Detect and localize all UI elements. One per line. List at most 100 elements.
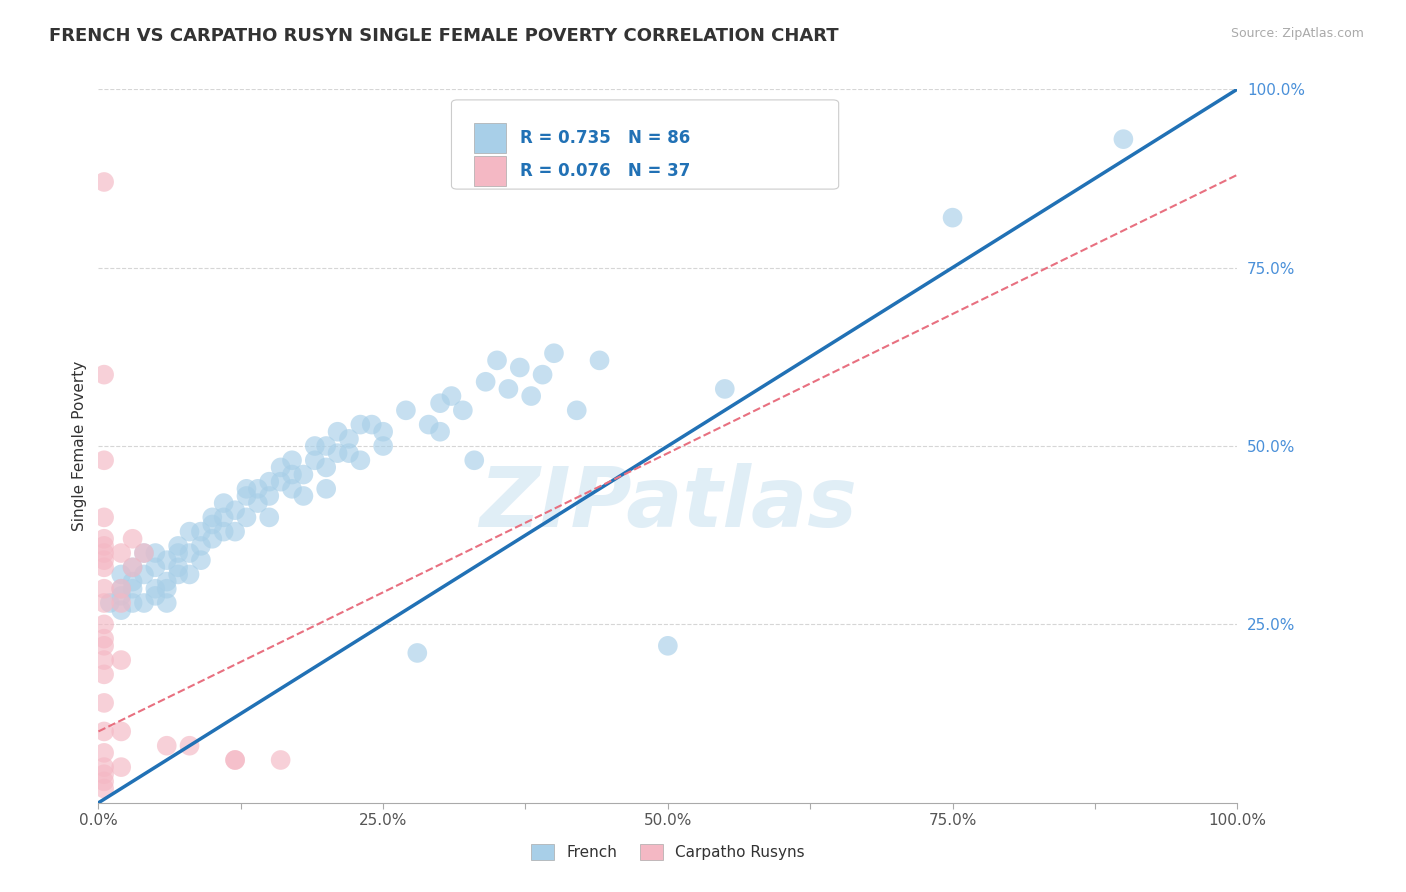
Point	[110, 603, 132, 617]
Point	[93, 175, 115, 189]
Point	[93, 760, 115, 774]
Point	[315, 482, 337, 496]
Y-axis label: Single Female Poverty: Single Female Poverty	[72, 361, 87, 531]
Point	[93, 617, 115, 632]
Point	[121, 582, 143, 596]
Point	[337, 446, 360, 460]
Point	[371, 439, 394, 453]
Point	[121, 560, 143, 574]
Point	[93, 560, 115, 574]
Point	[201, 532, 224, 546]
Point	[93, 632, 115, 646]
Point	[132, 546, 155, 560]
Point	[93, 546, 115, 560]
Point	[93, 532, 115, 546]
Point	[156, 553, 179, 567]
Point	[281, 482, 304, 496]
Point	[93, 539, 115, 553]
Point	[93, 767, 115, 781]
Bar	[474, 156, 506, 186]
Point	[292, 467, 315, 482]
Point	[110, 589, 132, 603]
Point	[93, 453, 115, 467]
Point	[304, 453, 326, 467]
Point	[110, 724, 132, 739]
Point	[212, 524, 235, 539]
Point	[93, 667, 115, 681]
Point	[259, 475, 281, 489]
Point	[474, 375, 496, 389]
Point	[145, 589, 167, 603]
Point	[179, 524, 201, 539]
Legend: French, Carpatho Rusyns: French, Carpatho Rusyns	[524, 838, 811, 866]
Point	[486, 353, 509, 368]
Point	[1112, 132, 1135, 146]
Point	[98, 596, 121, 610]
Point	[93, 639, 115, 653]
FancyBboxPatch shape	[451, 100, 839, 189]
Point	[145, 560, 167, 574]
Point	[121, 532, 143, 546]
Point	[121, 596, 143, 610]
Point	[110, 582, 132, 596]
Point	[156, 574, 179, 589]
Text: FRENCH VS CARPATHO RUSYN SINGLE FEMALE POVERTY CORRELATION CHART: FRENCH VS CARPATHO RUSYN SINGLE FEMALE P…	[49, 27, 839, 45]
Point	[349, 453, 371, 467]
Point	[93, 582, 115, 596]
Point	[167, 560, 190, 574]
Text: R = 0.735   N = 86: R = 0.735 N = 86	[520, 128, 690, 146]
Point	[235, 482, 257, 496]
Point	[179, 567, 201, 582]
Point	[224, 753, 246, 767]
Point	[440, 389, 463, 403]
Point	[132, 546, 155, 560]
Point	[93, 781, 115, 796]
Point	[156, 739, 179, 753]
Point	[498, 382, 520, 396]
Point	[179, 546, 201, 560]
Point	[190, 524, 212, 539]
Point	[93, 724, 115, 739]
Point	[281, 467, 304, 482]
Point	[463, 453, 485, 467]
Point	[326, 425, 349, 439]
Text: Source: ZipAtlas.com: Source: ZipAtlas.com	[1230, 27, 1364, 40]
Point	[93, 368, 115, 382]
Point	[110, 596, 132, 610]
Point	[315, 460, 337, 475]
Text: ZIPatlas: ZIPatlas	[479, 463, 856, 543]
Point	[235, 489, 257, 503]
Point	[349, 417, 371, 432]
Point	[270, 460, 292, 475]
Point	[657, 639, 679, 653]
Point	[224, 524, 246, 539]
Point	[110, 653, 132, 667]
Point	[418, 417, 440, 432]
Point	[304, 439, 326, 453]
Point	[565, 403, 588, 417]
Point	[520, 389, 543, 403]
Point	[326, 446, 349, 460]
Point	[93, 774, 115, 789]
Point	[371, 425, 394, 439]
Point	[246, 482, 269, 496]
Point	[246, 496, 269, 510]
Point	[132, 567, 155, 582]
Point	[110, 567, 132, 582]
Point	[212, 496, 235, 510]
Point	[167, 539, 190, 553]
Point	[167, 546, 190, 560]
Point	[270, 475, 292, 489]
Point	[190, 553, 212, 567]
Point	[201, 517, 224, 532]
Point	[270, 753, 292, 767]
Point	[942, 211, 965, 225]
Point	[110, 546, 132, 560]
Point	[110, 582, 132, 596]
Point	[132, 596, 155, 610]
Point	[93, 510, 115, 524]
Point	[429, 425, 451, 439]
Point	[395, 403, 418, 417]
Point	[315, 439, 337, 453]
Point	[145, 546, 167, 560]
